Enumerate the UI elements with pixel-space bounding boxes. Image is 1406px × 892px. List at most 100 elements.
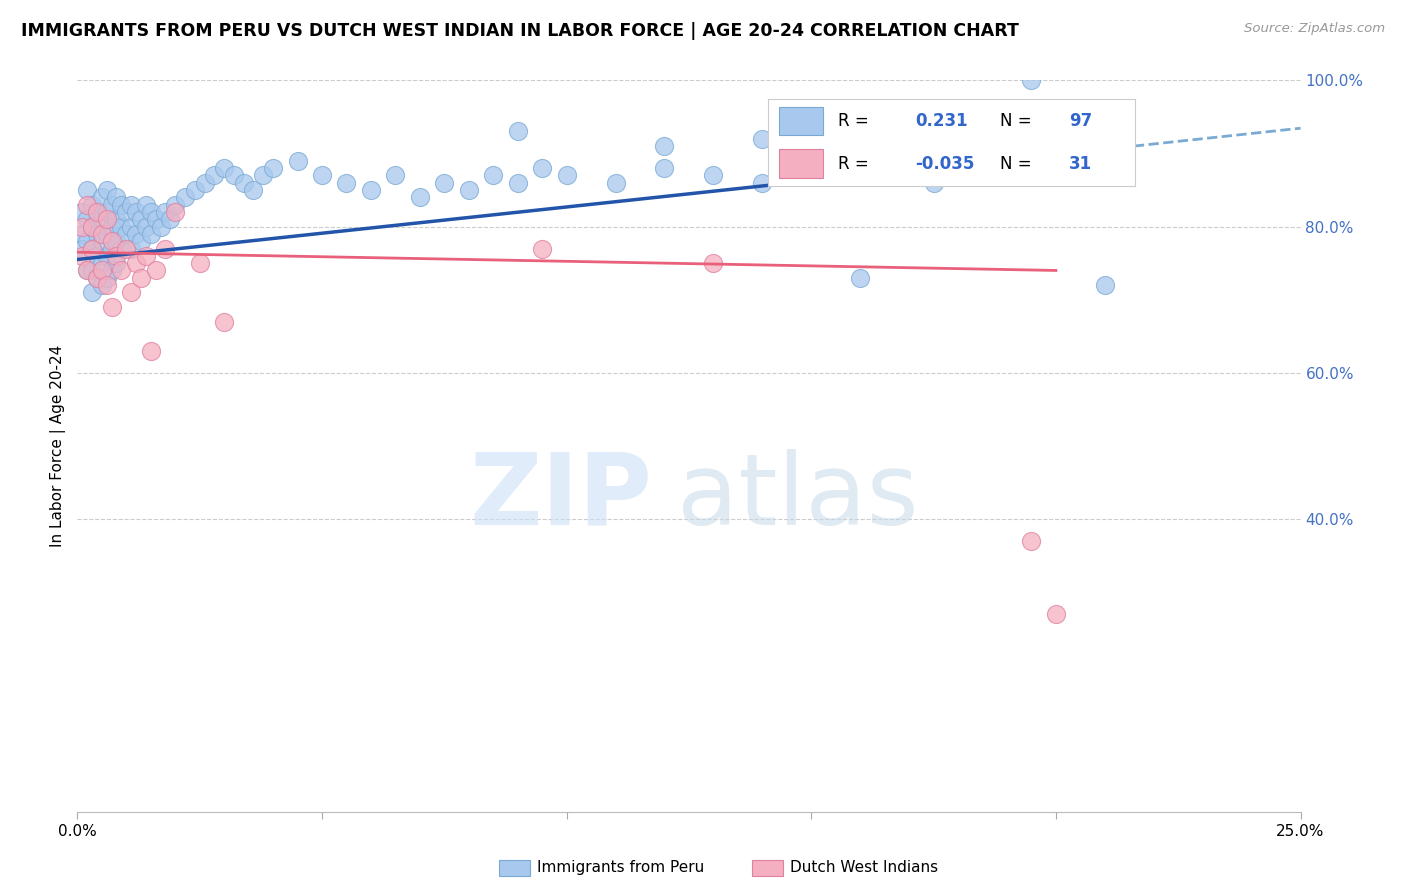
Point bbox=[80, 285, 103, 300]
Point bbox=[86, 270, 108, 285]
Point bbox=[110, 219, 132, 234]
Point bbox=[222, 169, 245, 183]
Point bbox=[922, 176, 945, 190]
Point bbox=[70, 249, 93, 263]
Point bbox=[100, 219, 122, 234]
Point bbox=[76, 263, 98, 277]
Point bbox=[90, 227, 112, 241]
Point bbox=[1045, 161, 1067, 175]
Point bbox=[105, 212, 128, 227]
Point bbox=[80, 242, 103, 256]
Point bbox=[1021, 146, 1043, 161]
Point bbox=[115, 205, 138, 219]
Point bbox=[90, 212, 112, 227]
Text: Dutch West Indians: Dutch West Indians bbox=[790, 861, 938, 875]
Point bbox=[100, 197, 122, 211]
Point bbox=[145, 212, 167, 227]
Point bbox=[125, 256, 148, 270]
Point bbox=[1021, 534, 1043, 549]
Point bbox=[946, 161, 969, 175]
Point bbox=[76, 212, 98, 227]
Point bbox=[531, 161, 554, 175]
Point bbox=[115, 227, 138, 241]
Point bbox=[202, 169, 225, 183]
Point bbox=[751, 176, 773, 190]
Point bbox=[1094, 278, 1116, 293]
Point bbox=[555, 169, 578, 183]
Point bbox=[654, 161, 676, 175]
Point bbox=[120, 285, 142, 300]
Point bbox=[129, 234, 152, 248]
Point bbox=[212, 315, 235, 329]
Point bbox=[139, 343, 162, 358]
Point bbox=[242, 183, 264, 197]
Point bbox=[129, 270, 152, 285]
Point bbox=[800, 153, 823, 168]
Point bbox=[105, 249, 128, 263]
Point bbox=[702, 169, 724, 183]
Point bbox=[1094, 153, 1116, 168]
Point bbox=[96, 183, 118, 197]
Text: Source: ZipAtlas.com: Source: ZipAtlas.com bbox=[1244, 22, 1385, 36]
Point bbox=[100, 263, 122, 277]
Point bbox=[605, 176, 627, 190]
Point bbox=[311, 169, 333, 183]
Point bbox=[100, 234, 122, 248]
Point bbox=[80, 263, 103, 277]
Point bbox=[433, 176, 456, 190]
Point bbox=[165, 197, 187, 211]
Point bbox=[90, 234, 112, 248]
Point bbox=[135, 197, 157, 211]
Point bbox=[849, 161, 872, 175]
Point bbox=[96, 205, 118, 219]
Point bbox=[155, 205, 177, 219]
Point bbox=[193, 176, 215, 190]
Point bbox=[531, 242, 554, 256]
Text: Immigrants from Peru: Immigrants from Peru bbox=[537, 861, 704, 875]
Point bbox=[174, 190, 197, 204]
Point bbox=[70, 227, 93, 241]
Point bbox=[86, 205, 108, 219]
Point bbox=[70, 242, 93, 256]
Point bbox=[1069, 169, 1091, 183]
Point bbox=[654, 139, 676, 153]
Point bbox=[155, 242, 177, 256]
Point bbox=[125, 205, 148, 219]
Point bbox=[86, 227, 108, 241]
Point bbox=[252, 169, 274, 183]
Point bbox=[96, 212, 118, 227]
Point bbox=[457, 183, 479, 197]
Point bbox=[76, 263, 98, 277]
Text: atlas: atlas bbox=[676, 449, 918, 546]
Point bbox=[159, 212, 181, 227]
Point bbox=[80, 242, 103, 256]
Point bbox=[335, 176, 357, 190]
Point bbox=[149, 219, 172, 234]
Point bbox=[105, 256, 128, 270]
Point bbox=[115, 242, 138, 256]
Point bbox=[751, 132, 773, 146]
Point bbox=[120, 242, 142, 256]
Point bbox=[506, 124, 529, 138]
Point bbox=[145, 263, 167, 277]
Point bbox=[360, 183, 382, 197]
Point bbox=[120, 197, 142, 211]
Point bbox=[70, 205, 93, 219]
Point bbox=[135, 219, 157, 234]
Point bbox=[96, 270, 118, 285]
Point bbox=[482, 169, 505, 183]
Point bbox=[100, 242, 122, 256]
Point bbox=[110, 263, 132, 277]
Point bbox=[80, 219, 103, 234]
Point bbox=[96, 278, 118, 293]
Point bbox=[125, 227, 148, 241]
Point bbox=[90, 263, 112, 277]
Point bbox=[409, 190, 432, 204]
Point bbox=[849, 270, 872, 285]
Point bbox=[232, 176, 254, 190]
Point bbox=[90, 256, 112, 270]
Point bbox=[898, 169, 921, 183]
Point bbox=[165, 205, 187, 219]
Point bbox=[1021, 73, 1043, 87]
Point bbox=[110, 242, 132, 256]
